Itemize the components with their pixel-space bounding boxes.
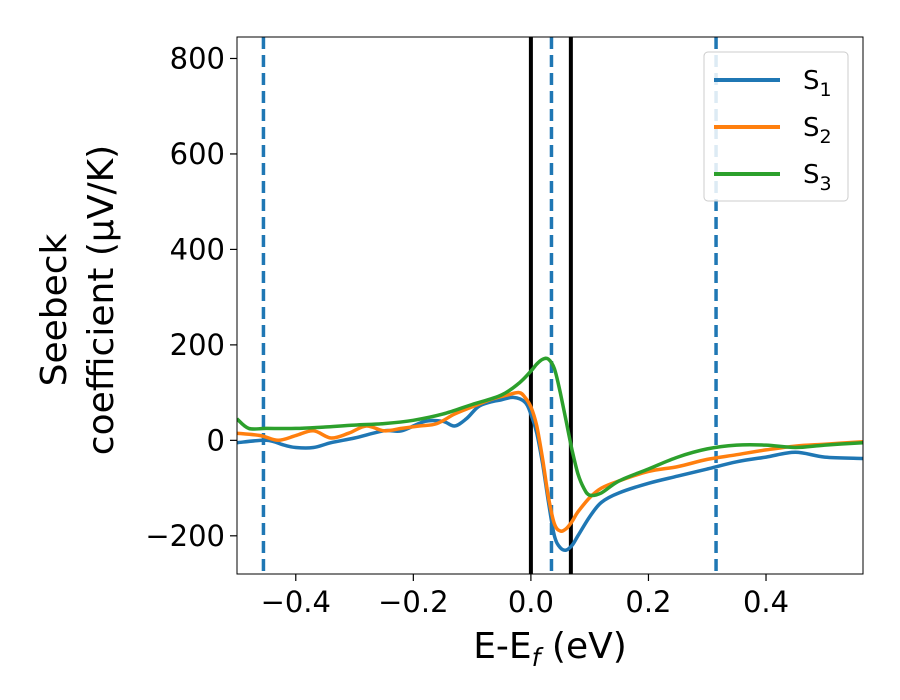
series-line-s3	[237, 356, 863, 498]
y-tick-label: 800	[170, 41, 225, 75]
vertical-reference-lines	[261, 37, 718, 574]
y-tick-label: 600	[170, 137, 225, 171]
y-tick-label: −200	[145, 519, 225, 553]
x-tick-label: 0.4	[743, 585, 789, 619]
y-tick-label: 400	[170, 232, 225, 266]
y-axis-title-line2: coefficient (μV/K)	[81, 145, 122, 455]
legend-label-s1: S1	[803, 66, 832, 101]
x-axis-title: E-Ef (eV)	[473, 626, 627, 672]
legend-label-s2: S2	[803, 113, 832, 148]
y-axis-title-line1: Seebeck	[34, 233, 75, 386]
x-tick-label: 0.0	[508, 585, 554, 619]
series-lines	[237, 356, 863, 552]
y-axis: −200 0 200 400 600 800	[145, 41, 237, 553]
y-tick-label: 0	[207, 423, 225, 457]
x-axis: −0.4 −0.2 0.0 0.2 0.4	[261, 574, 789, 619]
x-tick-label: 0.2	[625, 585, 671, 619]
x-tick-label: −0.2	[378, 585, 448, 619]
x-tick-label: −0.4	[261, 585, 331, 619]
plot-frame	[236, 36, 864, 575]
y-tick-label: 200	[170, 328, 225, 362]
series-line-s2	[237, 390, 863, 533]
series-line-s1	[237, 395, 863, 552]
legend: S1 S2 S3	[703, 51, 849, 202]
legend-label-s3: S3	[803, 160, 832, 195]
y-axis-title: Seebeck coefficient (μV/K)	[34, 145, 122, 455]
